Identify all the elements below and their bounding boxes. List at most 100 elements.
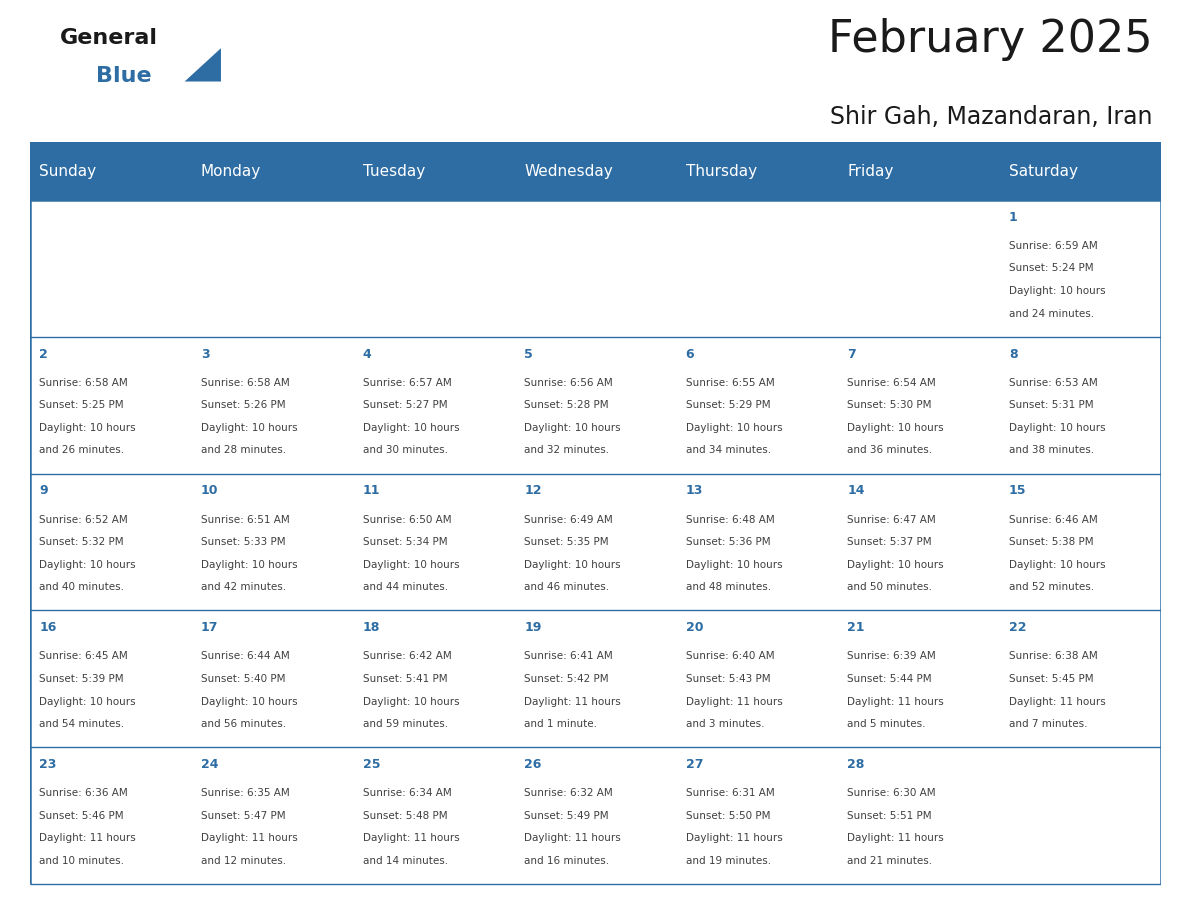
Bar bbox=[353, 610, 514, 747]
Text: Saturday: Saturday bbox=[1009, 163, 1078, 178]
Bar bbox=[838, 200, 999, 337]
Text: Sunset: 5:31 PM: Sunset: 5:31 PM bbox=[1009, 400, 1093, 410]
Text: Sunrise: 6:31 AM: Sunrise: 6:31 AM bbox=[685, 789, 775, 799]
Text: Sunset: 5:43 PM: Sunset: 5:43 PM bbox=[685, 674, 770, 684]
Bar bbox=[676, 200, 838, 337]
Text: Sunrise: 6:51 AM: Sunrise: 6:51 AM bbox=[201, 515, 290, 524]
Text: Sunrise: 6:42 AM: Sunrise: 6:42 AM bbox=[362, 652, 451, 662]
Text: 10: 10 bbox=[201, 485, 219, 498]
Text: Sunrise: 6:54 AM: Sunrise: 6:54 AM bbox=[847, 377, 936, 387]
Bar bbox=[514, 200, 676, 337]
Text: Sunrise: 6:53 AM: Sunrise: 6:53 AM bbox=[1009, 377, 1098, 387]
Text: Sunset: 5:38 PM: Sunset: 5:38 PM bbox=[1009, 537, 1093, 547]
Text: Daylight: 10 hours: Daylight: 10 hours bbox=[362, 423, 459, 433]
Text: and 50 minutes.: and 50 minutes. bbox=[847, 582, 933, 592]
Text: Wednesday: Wednesday bbox=[524, 163, 613, 178]
Text: Daylight: 10 hours: Daylight: 10 hours bbox=[39, 423, 135, 433]
Bar bbox=[30, 747, 191, 884]
Text: Daylight: 10 hours: Daylight: 10 hours bbox=[1009, 423, 1105, 433]
Bar bbox=[676, 747, 838, 884]
Bar bbox=[30, 610, 191, 747]
Text: Daylight: 10 hours: Daylight: 10 hours bbox=[201, 697, 297, 707]
Bar bbox=[999, 474, 1161, 610]
Text: Sunrise: 6:40 AM: Sunrise: 6:40 AM bbox=[685, 652, 775, 662]
Text: Sunset: 5:32 PM: Sunset: 5:32 PM bbox=[39, 537, 124, 547]
Text: Friday: Friday bbox=[847, 163, 893, 178]
Bar bbox=[30, 200, 191, 337]
Text: Daylight: 10 hours: Daylight: 10 hours bbox=[362, 697, 459, 707]
Bar bbox=[676, 474, 838, 610]
Bar bbox=[191, 610, 353, 747]
Text: Sunrise: 6:48 AM: Sunrise: 6:48 AM bbox=[685, 515, 775, 524]
Text: and 56 minutes.: and 56 minutes. bbox=[201, 719, 286, 729]
Bar bbox=[514, 610, 676, 747]
Text: Daylight: 11 hours: Daylight: 11 hours bbox=[685, 697, 783, 707]
Text: Daylight: 10 hours: Daylight: 10 hours bbox=[847, 423, 943, 433]
Text: and 12 minutes.: and 12 minutes. bbox=[201, 856, 286, 866]
Bar bbox=[999, 200, 1161, 337]
Text: Sunset: 5:50 PM: Sunset: 5:50 PM bbox=[685, 811, 770, 821]
Text: and 44 minutes.: and 44 minutes. bbox=[362, 582, 448, 592]
Text: Daylight: 10 hours: Daylight: 10 hours bbox=[524, 560, 620, 570]
Text: 21: 21 bbox=[847, 621, 865, 634]
Text: Daylight: 11 hours: Daylight: 11 hours bbox=[39, 834, 137, 844]
Bar bbox=[999, 610, 1161, 747]
Text: February 2025: February 2025 bbox=[828, 18, 1152, 62]
Polygon shape bbox=[184, 48, 221, 82]
Text: Sunset: 5:35 PM: Sunset: 5:35 PM bbox=[524, 537, 608, 547]
Text: Daylight: 11 hours: Daylight: 11 hours bbox=[524, 834, 621, 844]
Text: Daylight: 11 hours: Daylight: 11 hours bbox=[847, 834, 944, 844]
Bar bbox=[191, 474, 353, 610]
Text: Daylight: 11 hours: Daylight: 11 hours bbox=[362, 834, 460, 844]
Text: Sunset: 5:27 PM: Sunset: 5:27 PM bbox=[362, 400, 447, 410]
Text: Daylight: 10 hours: Daylight: 10 hours bbox=[362, 560, 459, 570]
Text: and 38 minutes.: and 38 minutes. bbox=[1009, 445, 1094, 455]
Bar bbox=[353, 474, 514, 610]
Text: Blue: Blue bbox=[96, 65, 151, 85]
Bar bbox=[999, 337, 1161, 474]
Text: Sunrise: 6:39 AM: Sunrise: 6:39 AM bbox=[847, 652, 936, 662]
Text: 26: 26 bbox=[524, 758, 542, 771]
Text: Daylight: 10 hours: Daylight: 10 hours bbox=[1009, 560, 1105, 570]
Bar bbox=[838, 610, 999, 747]
Text: Daylight: 10 hours: Daylight: 10 hours bbox=[39, 560, 135, 570]
Text: Sunrise: 6:59 AM: Sunrise: 6:59 AM bbox=[1009, 241, 1098, 251]
Text: 8: 8 bbox=[1009, 348, 1017, 361]
Text: and 28 minutes.: and 28 minutes. bbox=[201, 445, 286, 455]
Text: 3: 3 bbox=[201, 348, 209, 361]
Text: and 19 minutes.: and 19 minutes. bbox=[685, 856, 771, 866]
Text: Sunrise: 6:55 AM: Sunrise: 6:55 AM bbox=[685, 377, 775, 387]
Text: 6: 6 bbox=[685, 348, 694, 361]
Text: Sunrise: 6:34 AM: Sunrise: 6:34 AM bbox=[362, 789, 451, 799]
Text: 28: 28 bbox=[847, 758, 865, 771]
Text: 13: 13 bbox=[685, 485, 703, 498]
Bar bbox=[191, 747, 353, 884]
Text: Sunset: 5:44 PM: Sunset: 5:44 PM bbox=[847, 674, 931, 684]
Text: Daylight: 10 hours: Daylight: 10 hours bbox=[201, 560, 297, 570]
Bar bbox=[191, 200, 353, 337]
Text: 16: 16 bbox=[39, 621, 57, 634]
Text: 5: 5 bbox=[524, 348, 533, 361]
Text: Sunset: 5:26 PM: Sunset: 5:26 PM bbox=[201, 400, 285, 410]
Text: Tuesday: Tuesday bbox=[362, 163, 425, 178]
Text: Sunrise: 6:45 AM: Sunrise: 6:45 AM bbox=[39, 652, 128, 662]
Text: Sunset: 5:40 PM: Sunset: 5:40 PM bbox=[201, 674, 285, 684]
Text: Sunset: 5:34 PM: Sunset: 5:34 PM bbox=[362, 537, 447, 547]
Text: 15: 15 bbox=[1009, 485, 1026, 498]
Text: 2: 2 bbox=[39, 348, 49, 361]
Text: Sunset: 5:46 PM: Sunset: 5:46 PM bbox=[39, 811, 124, 821]
Text: Sunset: 5:30 PM: Sunset: 5:30 PM bbox=[847, 400, 931, 410]
Text: 12: 12 bbox=[524, 485, 542, 498]
Text: and 24 minutes.: and 24 minutes. bbox=[1009, 308, 1094, 319]
Text: Daylight: 11 hours: Daylight: 11 hours bbox=[524, 697, 621, 707]
Text: Sunrise: 6:38 AM: Sunrise: 6:38 AM bbox=[1009, 652, 1098, 662]
Text: Sunrise: 6:36 AM: Sunrise: 6:36 AM bbox=[39, 789, 128, 799]
Text: and 26 minutes.: and 26 minutes. bbox=[39, 445, 125, 455]
Text: Sunrise: 6:57 AM: Sunrise: 6:57 AM bbox=[362, 377, 451, 387]
Text: Sunset: 5:28 PM: Sunset: 5:28 PM bbox=[524, 400, 608, 410]
Text: and 46 minutes.: and 46 minutes. bbox=[524, 582, 609, 592]
Bar bbox=[191, 337, 353, 474]
Text: 9: 9 bbox=[39, 485, 48, 498]
Text: 20: 20 bbox=[685, 621, 703, 634]
Text: and 1 minute.: and 1 minute. bbox=[524, 719, 598, 729]
